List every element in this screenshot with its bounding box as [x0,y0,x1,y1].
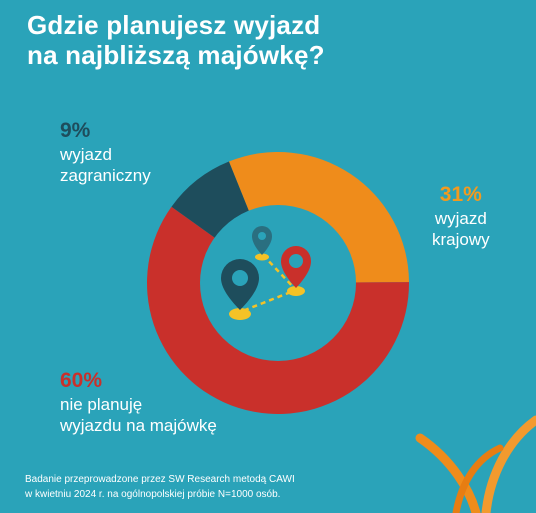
percent-abroad: 9% [60,119,91,142]
text-domestic: wyjazd krajowy [432,209,490,249]
donut-hole [200,205,356,361]
dark-pin-icon [221,259,259,320]
small-pin-icon [252,226,272,261]
percent-no-trip: 60% [60,369,103,392]
label-no-trip: 60% nie planuję wyjazdu na majówkę [60,368,217,436]
orange-ribbon-icon [415,415,536,513]
text-no-trip: nie planuję wyjazdu na majówkę [60,395,217,435]
label-domestic: 31% wyjazd krajowy [432,182,490,250]
chart-title: Gdzie planujesz wyjazd na najbliższą maj… [27,10,325,70]
label-abroad: 9% wyjazd zagraniczny [60,118,151,186]
percent-domestic: 31% [439,183,482,206]
footnote: Badanie przeprowadzone przez SW Research… [25,472,295,502]
map-pins-route-icon [221,226,311,320]
red-pin-icon [281,246,311,296]
text-abroad: wyjazd zagraniczny [60,145,151,185]
footnote-line-1: Badanie przeprowadzone przez SW Research… [25,474,295,485]
footnote-line-2: w kwietniu 2024 r. na ogólnopolskiej pró… [25,489,281,500]
